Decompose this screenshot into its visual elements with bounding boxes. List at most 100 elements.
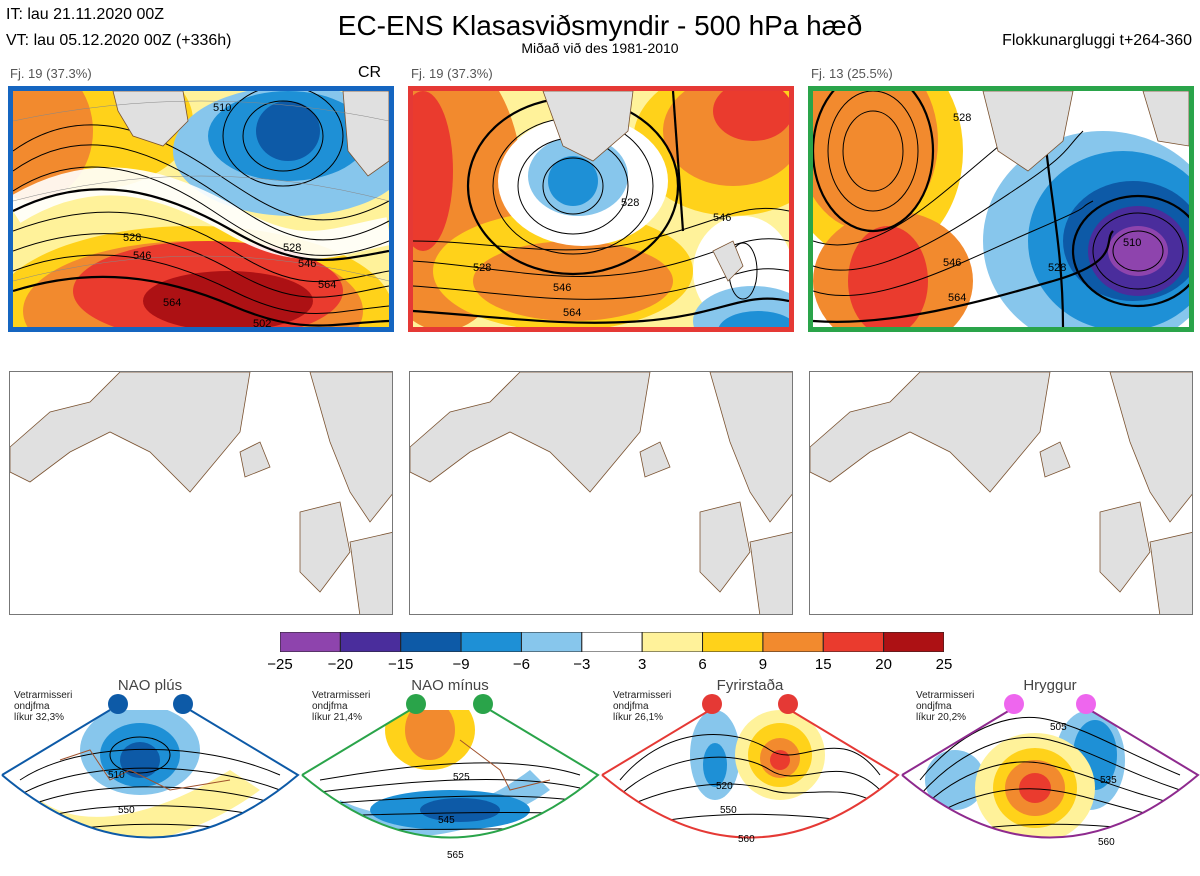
- colorbar-tick-label: −3: [573, 656, 591, 673]
- page-title: EC-ENS Klasasviðsmyndir - 500 hPa hæð: [337, 10, 863, 41]
- panel-3-contour-label: 510: [1123, 237, 1141, 249]
- colorbar-swatch: [702, 631, 764, 653]
- panel-1-label: Fj. 19 (37.3%): [10, 66, 92, 81]
- regime-blocking-graphic: 520 550 560: [601, 709, 900, 845]
- colorbar-tick-label: −25: [267, 656, 293, 673]
- regime-nao-minus: 525 545 565: [300, 680, 600, 871]
- valid-time: VT: lau 05.12.2020 00Z (+336h): [6, 32, 232, 49]
- colorbar-tick-label: 9: [758, 656, 768, 673]
- colorbar-tick-label: −15: [387, 656, 414, 673]
- panel-1-contour-label: 502: [253, 318, 271, 327]
- panel-2-contour-label: 546: [553, 282, 571, 294]
- note-line: líkur 32,3%: [14, 712, 65, 723]
- note-line: ondjfma: [916, 701, 952, 712]
- regime-ridge: 505 535 560: [900, 680, 1200, 871]
- panel-3-contour-label: 564: [948, 292, 966, 304]
- colorbar-swatch: [520, 631, 583, 653]
- page-subtitle: Miðað við des 1981-2010: [521, 40, 679, 56]
- empty-map-3: [809, 371, 1193, 615]
- nao-plus-contour-label: 550: [118, 805, 135, 816]
- regime-title-blocking: Fyrirstaða: [716, 677, 784, 694]
- regime-dot-ridge-left: [1004, 694, 1024, 714]
- colorbar-tick-label: 3: [638, 656, 647, 673]
- cluster-map-1: 510 528 546 564 528 546 564 502: [8, 86, 394, 332]
- colorbar-swatch: [279, 631, 341, 653]
- colorbar-tick-label: −6: [512, 656, 530, 673]
- blocking-contour-label: 550: [720, 805, 737, 816]
- base-map-1-graphic: [10, 372, 392, 614]
- regime-nao-plus-graphic: 510 550: [1, 709, 300, 839]
- note-line: líkur 21,4%: [312, 712, 363, 723]
- panel-1-contour-label: 528: [123, 232, 141, 244]
- blocking-contour-label: 560: [738, 834, 755, 845]
- regime-nao-plus: 510 550: [0, 680, 300, 871]
- colorbar-swatch: [460, 631, 522, 653]
- note-line: ondjfma: [312, 701, 348, 712]
- empty-map-1: [9, 371, 393, 615]
- ridge-contour-label: 505: [1050, 722, 1067, 733]
- regime-note-nao-minus: Vetrarmisseri ondjfma líkur 21,4%: [312, 690, 370, 723]
- cluster-map-3-graphic: 528 546 564 510 528: [813, 91, 1189, 327]
- note-line: ondjfma: [14, 701, 50, 712]
- panel-3-label: Fj. 13 (25.5%): [811, 66, 893, 81]
- colorbar: [279, 631, 945, 657]
- colorbar-swatch: [400, 631, 462, 653]
- regime-nao-minus-graphic: 525 545 565: [301, 709, 600, 861]
- panel-2-contour-label: 528: [473, 262, 491, 274]
- regime-note-nao-plus: Vetrarmisseri ondjfma líkur 32,3%: [14, 690, 72, 723]
- cluster-map-2: 528 546 564 528 546: [408, 86, 794, 332]
- panel-3-contour-label: 528: [1048, 262, 1066, 274]
- cluster-map-2-graphic: 528 546 564 528 546: [413, 91, 789, 327]
- note-line: líkur 26,1%: [613, 712, 664, 723]
- colorbar-swatch: [339, 631, 402, 653]
- colorbar-tick-label: 6: [698, 656, 707, 673]
- classification-window: Flokkunargluggi t+264-360: [1002, 32, 1192, 49]
- regime-dot-nao-plus-right: [173, 694, 193, 714]
- regime-blocking: 520 550 560: [600, 680, 900, 871]
- panel-1-contour-label: 546: [298, 258, 316, 270]
- note-line: Vetrarmisseri: [312, 690, 371, 701]
- colorbar-tick-label: 20: [875, 656, 892, 673]
- nao-minus-contour-label: 525: [453, 772, 470, 783]
- note-line: líkur 20,2%: [916, 712, 967, 723]
- regime-dot-blocking-left: [702, 694, 722, 714]
- panel-3-contour-label: 528: [953, 112, 971, 124]
- regime-note-ridge: Vetrarmisseri ondjfma líkur 20,2%: [916, 690, 974, 723]
- nao-minus-contour-label: 565: [447, 850, 464, 861]
- colorbar-tick-label: −20: [327, 656, 354, 673]
- regime-title-nao-plus: NAO plús: [117, 677, 183, 694]
- empty-map-2: [409, 371, 793, 615]
- regime-dot-ridge-right: [1076, 694, 1096, 714]
- panel-1-marker: CR: [358, 64, 382, 81]
- note-line: Vetrarmisseri: [14, 690, 73, 701]
- regime-dot-nao-plus-left: [108, 694, 128, 714]
- regime-dot-nao-minus-right: [473, 694, 493, 714]
- base-map-3-graphic: [810, 372, 1192, 614]
- note-line: ondjfma: [613, 701, 649, 712]
- cluster-map-1-graphic: 510 528 546 564 528 546 564 502: [13, 91, 389, 327]
- regime-dot-blocking-right: [778, 694, 798, 714]
- blocking-contour-label: 520: [716, 781, 733, 792]
- colorbar-tick-label: 15: [814, 656, 832, 673]
- ridge-contour-label: 535: [1100, 775, 1117, 786]
- note-line: Vetrarmisseri: [613, 690, 672, 701]
- colorbar-tick-label: 25: [935, 656, 953, 673]
- colorbar-swatch: [581, 631, 643, 653]
- nao-plus-contour-label: 510: [108, 770, 125, 781]
- colorbar-swatch: [883, 631, 945, 653]
- regime-note-blocking: Vetrarmisseri ondjfma líkur 26,1%: [613, 690, 671, 723]
- colorbar-swatch: [762, 631, 824, 653]
- ridge-contour-label: 560: [1098, 837, 1115, 848]
- panel-1-contour-label: 564: [318, 279, 336, 291]
- cluster-map-3: 528 546 564 510 528: [808, 86, 1194, 332]
- nao-minus-contour-label: 545: [438, 815, 455, 826]
- note-line: Vetrarmisseri: [916, 690, 975, 701]
- panel-2-contour-label: 564: [563, 307, 581, 319]
- panel-1-contour-label: 528: [283, 242, 301, 254]
- colorbar-swatch: [822, 631, 885, 653]
- initial-time: IT: lau 21.11.2020 00Z: [6, 6, 165, 23]
- panel-1-contour-label: 510: [213, 102, 231, 114]
- regime-title-nao-minus: NAO mínus: [411, 677, 489, 694]
- panel-3-contour-label: 546: [943, 257, 961, 269]
- panel-2-label: Fj. 19 (37.3%): [411, 66, 493, 81]
